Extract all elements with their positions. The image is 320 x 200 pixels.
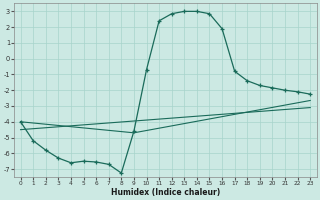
X-axis label: Humidex (Indice chaleur): Humidex (Indice chaleur) xyxy=(111,188,220,197)
